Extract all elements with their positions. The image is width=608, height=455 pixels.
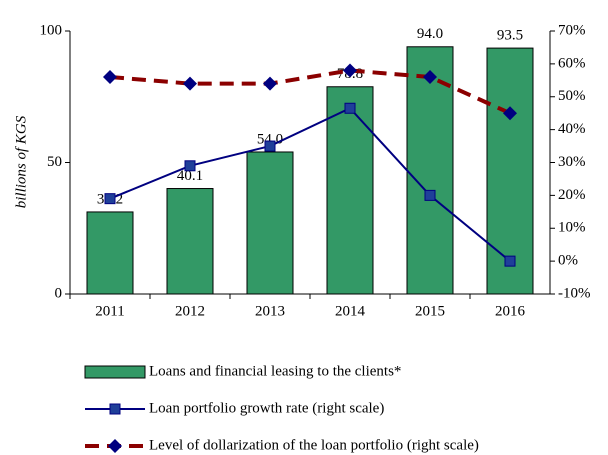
data-label: 94.0 — [417, 26, 443, 42]
line-marker — [424, 189, 436, 201]
line-marker — [263, 76, 277, 91]
y2-tick-label: 70% — [558, 22, 586, 38]
y2-tick-label: -10% — [558, 285, 591, 301]
y2-tick-label: 60% — [558, 55, 586, 71]
data-label: 93.5 — [497, 28, 523, 44]
x-tick-label: 2014 — [335, 303, 366, 319]
y2-tick-label: 40% — [558, 121, 586, 137]
line-marker — [184, 160, 196, 172]
line-marker — [109, 403, 121, 415]
line-marker — [183, 76, 197, 91]
legend-label: Loans and financial leasing to the clien… — [149, 363, 401, 379]
line-marker — [344, 102, 356, 114]
bar — [86, 211, 134, 295]
y2-tick-label: 0% — [558, 253, 578, 269]
data-label: 40.1 — [177, 168, 203, 184]
bar — [326, 86, 374, 295]
x-tick-label: 2015 — [415, 303, 445, 319]
line-marker — [104, 193, 116, 205]
y-axis-label: billions of KGS — [13, 115, 29, 208]
line-marker — [264, 140, 276, 152]
x-tick-label: 2016 — [495, 303, 526, 319]
y2-tick-label: 30% — [558, 154, 586, 170]
y2-tick-label: 50% — [558, 88, 586, 104]
line-marker — [504, 255, 516, 267]
x-tick-label: 2012 — [175, 303, 205, 319]
bar — [486, 47, 534, 295]
bar — [166, 188, 214, 295]
line — [109, 68, 511, 116]
x-tick-label: 2013 — [255, 303, 285, 319]
y2-tick-label: 10% — [558, 220, 586, 236]
legend-label: Loan portfolio growth rate (right scale) — [149, 400, 384, 416]
legend-swatch — [84, 365, 146, 379]
line-marker — [503, 106, 517, 121]
legend-label: Level of dollarization of the loan portf… — [149, 437, 479, 453]
line — [109, 107, 511, 262]
line-marker — [108, 439, 122, 453]
line-marker — [423, 70, 437, 85]
line-marker — [103, 70, 117, 85]
y-tick-label: 100 — [40, 22, 63, 38]
x-tick-label: 2011 — [95, 303, 124, 319]
bar — [246, 151, 294, 295]
bar — [406, 46, 454, 295]
y2-tick-label: 20% — [558, 187, 586, 203]
line-marker — [343, 63, 357, 78]
y-tick-label: 0 — [55, 285, 63, 301]
y-tick-label: 50 — [47, 154, 62, 170]
